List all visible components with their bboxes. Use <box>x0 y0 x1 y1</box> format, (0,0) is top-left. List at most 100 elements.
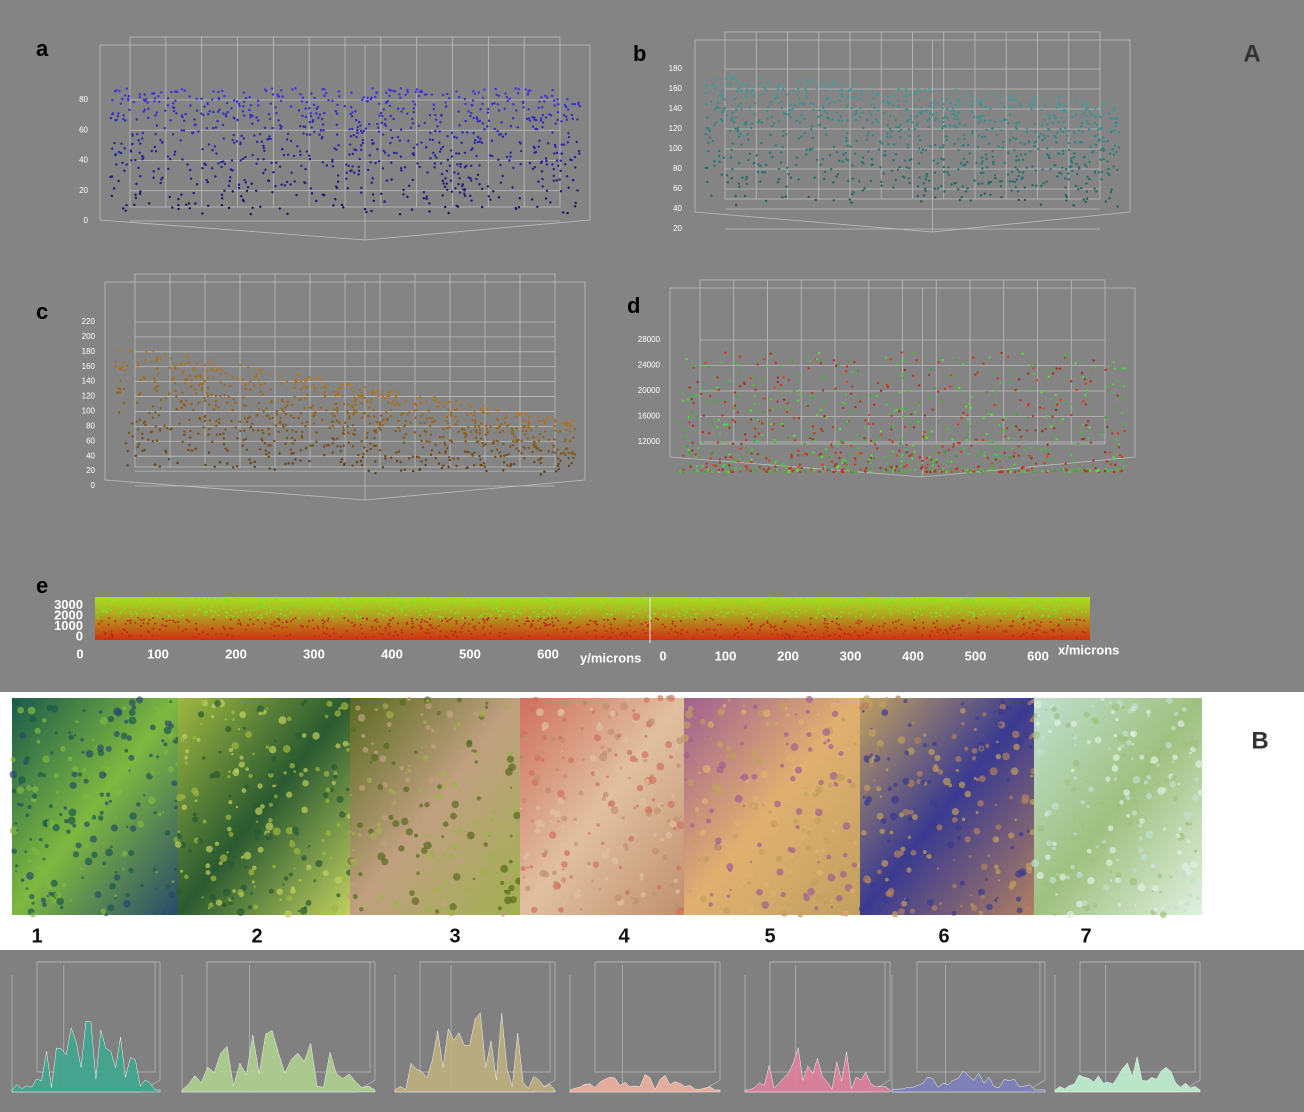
point <box>455 605 457 607</box>
point <box>839 636 841 638</box>
point <box>130 622 132 624</box>
point <box>1109 451 1111 453</box>
point <box>1107 365 1109 367</box>
point <box>1041 139 1043 141</box>
point <box>905 100 907 102</box>
point <box>312 619 314 621</box>
point <box>784 604 786 606</box>
point <box>898 410 900 412</box>
point <box>872 440 874 442</box>
point <box>935 601 937 603</box>
point <box>306 150 308 152</box>
point <box>291 88 293 90</box>
point <box>533 442 535 444</box>
point <box>286 380 288 382</box>
point <box>884 150 886 152</box>
point <box>947 633 949 635</box>
point <box>154 622 156 624</box>
point <box>982 363 984 365</box>
point <box>1081 611 1083 613</box>
point <box>959 627 961 629</box>
point <box>902 377 904 379</box>
point <box>487 613 489 615</box>
point <box>773 626 775 628</box>
point <box>392 399 394 401</box>
point <box>1113 456 1115 458</box>
point <box>1087 123 1089 125</box>
point <box>1095 144 1097 146</box>
point <box>167 104 169 106</box>
point <box>866 139 868 141</box>
point <box>950 374 952 376</box>
point <box>780 384 782 386</box>
point <box>876 395 878 397</box>
point <box>393 390 395 392</box>
point <box>343 617 345 619</box>
point <box>928 395 930 397</box>
point <box>359 124 361 126</box>
point <box>988 93 990 95</box>
point <box>601 604 603 606</box>
point <box>425 610 427 612</box>
point <box>1085 108 1087 110</box>
point <box>513 616 515 618</box>
point <box>688 386 690 388</box>
point <box>950 629 952 631</box>
point <box>517 92 519 94</box>
point <box>904 95 906 97</box>
point <box>882 602 884 604</box>
point <box>515 600 517 602</box>
point <box>659 607 661 609</box>
point <box>222 626 224 628</box>
point <box>839 428 841 430</box>
point <box>400 169 402 171</box>
point <box>968 611 970 613</box>
point <box>702 631 704 633</box>
point <box>173 366 175 368</box>
point <box>221 197 223 199</box>
point <box>1008 180 1010 182</box>
point <box>290 414 292 416</box>
point <box>418 166 420 168</box>
point <box>720 361 722 363</box>
point <box>499 632 501 634</box>
point <box>300 397 302 399</box>
point <box>356 132 358 134</box>
point <box>207 113 209 115</box>
point <box>280 183 282 185</box>
point <box>841 471 843 473</box>
point <box>322 123 324 125</box>
point <box>1053 637 1055 639</box>
point <box>172 102 174 104</box>
point <box>1041 608 1043 610</box>
point <box>1107 140 1109 142</box>
point <box>943 166 945 168</box>
point <box>466 131 468 133</box>
point <box>389 391 391 393</box>
point <box>473 464 475 466</box>
point <box>962 185 964 187</box>
point <box>292 442 294 444</box>
point <box>177 626 179 628</box>
point <box>664 603 666 605</box>
point <box>212 127 214 129</box>
point <box>353 390 355 392</box>
point <box>719 461 721 463</box>
point <box>371 629 373 631</box>
point <box>935 453 937 455</box>
point <box>185 399 187 401</box>
panel-label: d <box>627 293 640 318</box>
point <box>900 129 902 131</box>
point <box>215 424 217 426</box>
point <box>734 467 736 469</box>
point <box>455 400 457 402</box>
point <box>880 389 882 391</box>
point <box>766 366 768 368</box>
point <box>222 160 224 162</box>
point <box>816 414 818 416</box>
point <box>475 437 477 439</box>
point <box>300 625 302 627</box>
point <box>809 149 811 151</box>
point <box>371 87 373 89</box>
point <box>300 165 302 167</box>
